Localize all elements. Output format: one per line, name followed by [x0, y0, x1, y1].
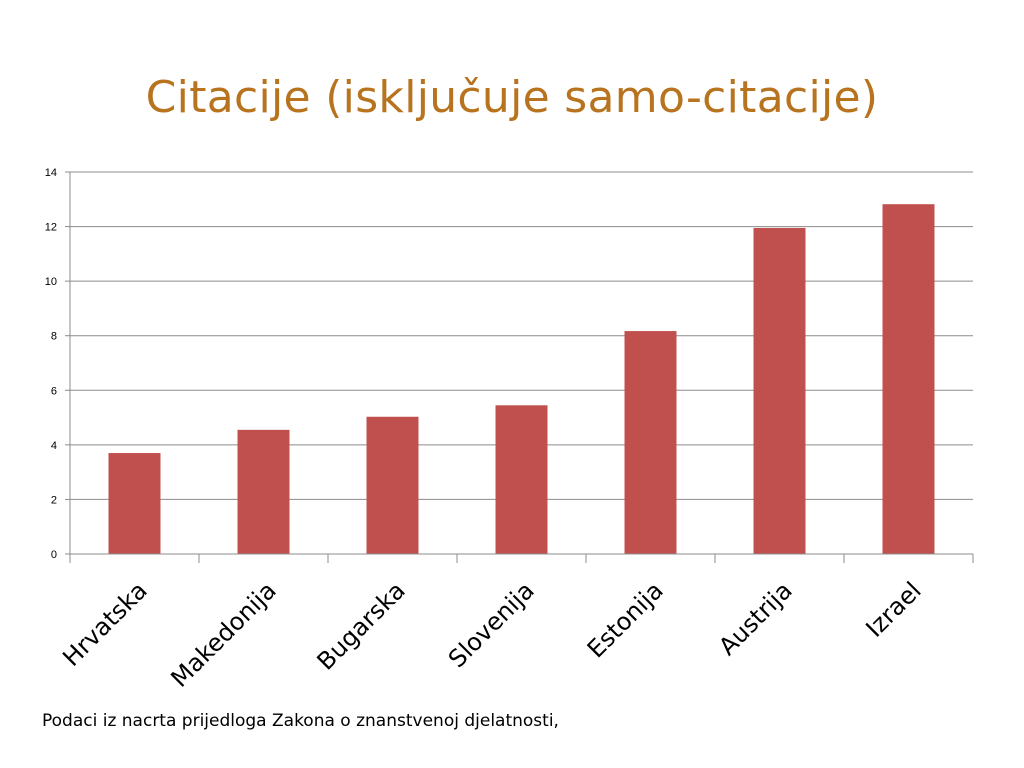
bar-slovenija [495, 405, 548, 554]
slide-title: Citacije (isključuje samo-citacije) [145, 72, 879, 123]
y-tick-label: 10 [45, 276, 57, 288]
bar-makedonija [237, 429, 290, 554]
x-tick-label: Izrael [860, 576, 926, 642]
x-tick-labels: Hrvatska Makedonija Bugarska Slovenija Eston… [57, 576, 926, 692]
bar-estonija [624, 331, 677, 554]
x-tick-label: Makedonija [165, 576, 281, 692]
y-tick-label: 2 [51, 494, 57, 506]
axes [65, 171, 974, 563]
x-tick-label: Estonija [582, 576, 669, 663]
y-tick-label: 8 [51, 331, 57, 343]
bar-izrael [882, 204, 935, 554]
y-tick-label: 12 [45, 222, 57, 234]
y-tick-label: 14 [45, 167, 57, 179]
bar-hrvatska [108, 453, 161, 554]
x-tick-label: Slovenija [443, 576, 540, 673]
x-tick-label: Hrvatska [57, 576, 152, 671]
y-tick-label: 4 [51, 440, 57, 452]
bars [108, 204, 935, 554]
y-tick-labels: 0 2 4 6 8 10 12 14 [45, 167, 57, 561]
x-tick-label: Bugarska [312, 576, 411, 675]
bar-austrija [753, 227, 806, 554]
y-tick-label: 0 [51, 549, 57, 561]
y-tick-label: 6 [51, 385, 57, 397]
bar-bugarska [366, 416, 419, 554]
x-tick-label: Austrija [713, 576, 797, 660]
source-footnote: Podaci iz nacrta prijedloga Zakona o zna… [42, 711, 559, 731]
